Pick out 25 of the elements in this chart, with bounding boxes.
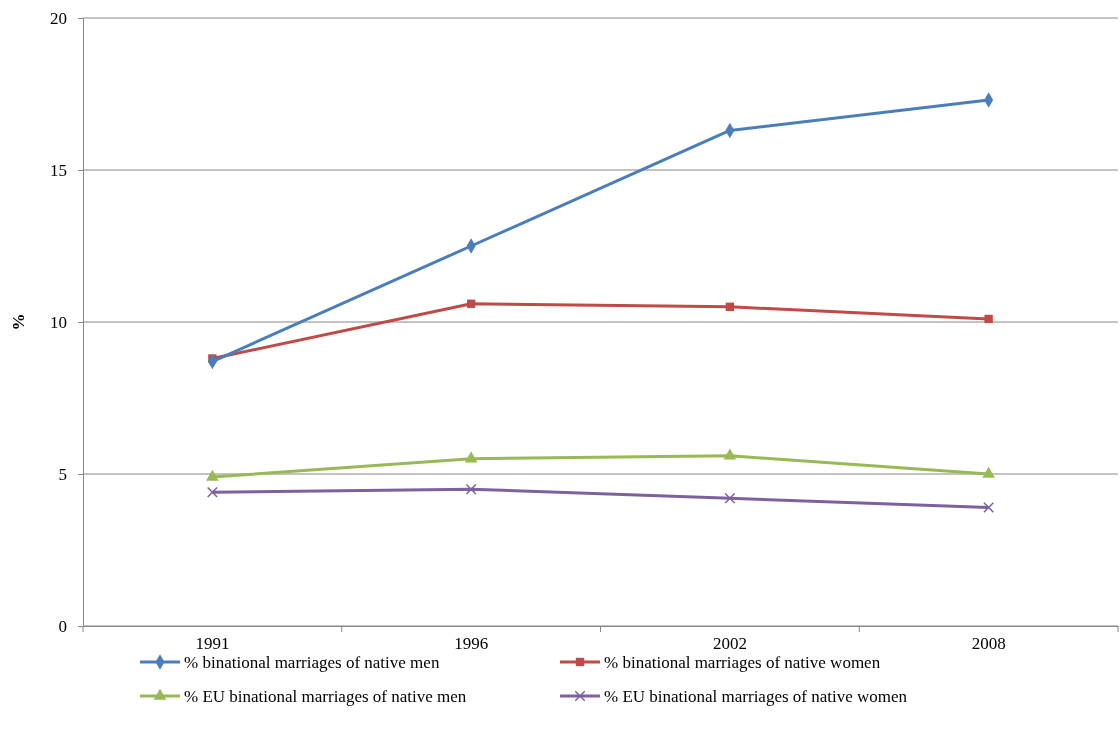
- y-tick-label: 0: [58, 616, 67, 636]
- point: [984, 314, 993, 324]
- x-tick-label: 2002: [712, 634, 747, 653]
- y-tick-label: 5: [58, 464, 67, 484]
- legend-label: % EU binational marriages of native men: [184, 687, 467, 706]
- point: [725, 302, 735, 311]
- point: [983, 501, 995, 513]
- legend-label: % binational marriages of native women: [604, 653, 881, 672]
- y-tick-label: 15: [50, 160, 67, 180]
- y-tick-label: 20: [50, 8, 67, 28]
- x-tick-label: 1996: [454, 634, 489, 653]
- legend-label: % EU binational marriages of native women: [604, 687, 908, 706]
- point: [464, 451, 478, 463]
- point: [724, 492, 736, 504]
- point: [466, 299, 476, 308]
- y-tick-label: 10: [50, 312, 67, 332]
- point: [982, 466, 995, 478]
- legend-label: % binational marriages of native men: [184, 653, 440, 672]
- point: [206, 486, 218, 498]
- point: [723, 448, 737, 460]
- x-tick-label: 1991: [195, 634, 230, 653]
- x-tick-label: 2008: [971, 634, 1006, 653]
- y-axis-title: %: [9, 313, 28, 331]
- point: [206, 469, 219, 481]
- point: [465, 483, 477, 495]
